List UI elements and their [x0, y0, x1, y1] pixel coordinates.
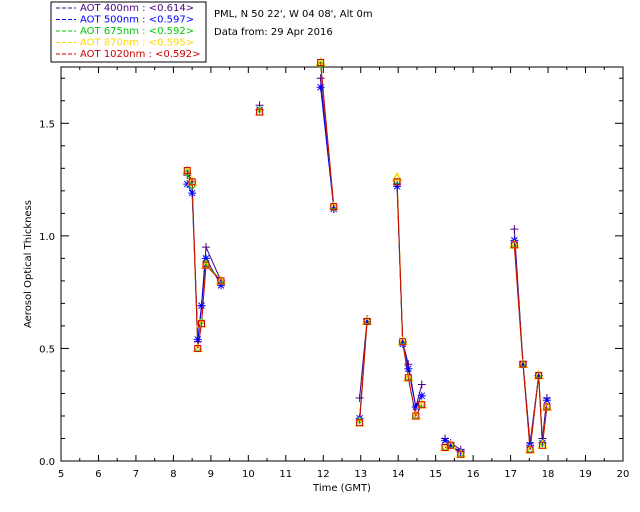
data-point [510, 241, 518, 249]
data-point [543, 403, 551, 411]
x-tick-label: 14 [392, 469, 405, 480]
y-axis: 0.0 0.5 1.0 1.5 [39, 77, 623, 468]
data-point [194, 344, 202, 352]
series-markers [181, 56, 553, 458]
data-point [391, 171, 403, 182]
data-point [356, 419, 364, 427]
legend-label: AOT 1020nm : <0.592> [80, 49, 200, 60]
data-point [317, 58, 325, 66]
x-tick-label: 19 [579, 469, 592, 480]
data-point [417, 391, 426, 400]
data-point [447, 441, 455, 449]
data-point [418, 401, 426, 409]
data-point [399, 338, 407, 346]
series-line [320, 62, 335, 207]
chart-title: PML, N 50 22', W 04 08', Alt 0m [214, 9, 373, 20]
legend: AOT 400nm : <0.614>AOT 500nm : <0.597>AO… [50, 1, 207, 63]
x-axis-label: Time (GMT) [312, 483, 371, 494]
data-point [519, 360, 527, 368]
data-point [535, 371, 543, 379]
data-point [201, 254, 210, 263]
data-point [316, 74, 325, 83]
data-point [518, 360, 527, 369]
data-point [393, 178, 401, 186]
data-point [193, 335, 202, 344]
x-tick-label: 16 [467, 469, 480, 480]
data-point [542, 396, 551, 405]
data-point [456, 447, 465, 456]
data-point [188, 178, 196, 186]
y-tick-label: 0.0 [39, 457, 55, 468]
data-point [404, 364, 413, 373]
legend-label: AOT 870nm : <0.595> [80, 38, 194, 49]
data-point [217, 277, 225, 285]
data-point [198, 320, 205, 328]
series-line [359, 321, 368, 423]
data-point [183, 167, 191, 175]
data-point [363, 317, 372, 326]
x-tick-label: 10 [242, 469, 255, 480]
data-point [183, 180, 192, 189]
data-point [316, 61, 325, 69]
data-point [255, 105, 264, 114]
x-tick-label: 15 [429, 469, 442, 480]
legend-label: AOT 500nm : <0.597> [80, 15, 194, 26]
data-point [411, 402, 420, 411]
data-point [363, 317, 371, 325]
data-point [446, 441, 455, 450]
x-axis: 5 6 7 8 9 10 11 12 13 14 15 16 17 18 19 20 [58, 67, 630, 480]
data-point [256, 108, 264, 116]
x-tick-label: 13 [354, 469, 367, 480]
data-point [201, 243, 210, 252]
data-point [510, 225, 519, 234]
x-tick-label: 9 [208, 469, 214, 480]
data-point [526, 446, 534, 454]
y-tick-label: 0.5 [39, 344, 55, 355]
x-tick-label: 18 [542, 469, 555, 480]
x-tick-label: 5 [58, 469, 64, 480]
x-tick-label: 12 [317, 469, 330, 480]
data-point [183, 171, 192, 180]
data-point [457, 450, 465, 458]
data-point [188, 189, 197, 198]
data-point [316, 83, 325, 92]
y-tick-label: 1.0 [39, 232, 55, 243]
chart-subtitle: Data from: 29 Apr 2016 [214, 27, 333, 38]
series-line [396, 181, 423, 418]
data-point [355, 393, 364, 402]
x-tick-label: 7 [133, 469, 139, 480]
data-point [534, 371, 543, 380]
series-line [320, 87, 335, 209]
y-axis-label: Aerosol Optical Thickness [23, 200, 34, 328]
y-tick-label: 1.5 [39, 119, 55, 130]
data-point [412, 412, 420, 420]
x-tick-label: 17 [504, 469, 517, 480]
data-point [202, 261, 210, 269]
x-tick-label: 11 [279, 469, 292, 480]
data-point [216, 281, 225, 290]
data-point [417, 380, 426, 389]
data-point [441, 436, 450, 445]
legend-label: AOT 675nm : <0.592> [80, 26, 194, 37]
data-point [538, 438, 547, 447]
data-point [404, 374, 412, 382]
x-tick-label: 6 [95, 469, 101, 480]
legend-label: AOT 400nm : <0.614> [80, 3, 194, 14]
legend-box [50, 1, 207, 63]
data-point [393, 182, 402, 191]
data-point [330, 203, 338, 211]
data-point [183, 169, 191, 177]
x-tick-label: 20 [617, 469, 630, 480]
x-tick-label: 8 [170, 469, 176, 480]
data-point [538, 441, 546, 449]
data-point [197, 301, 206, 310]
